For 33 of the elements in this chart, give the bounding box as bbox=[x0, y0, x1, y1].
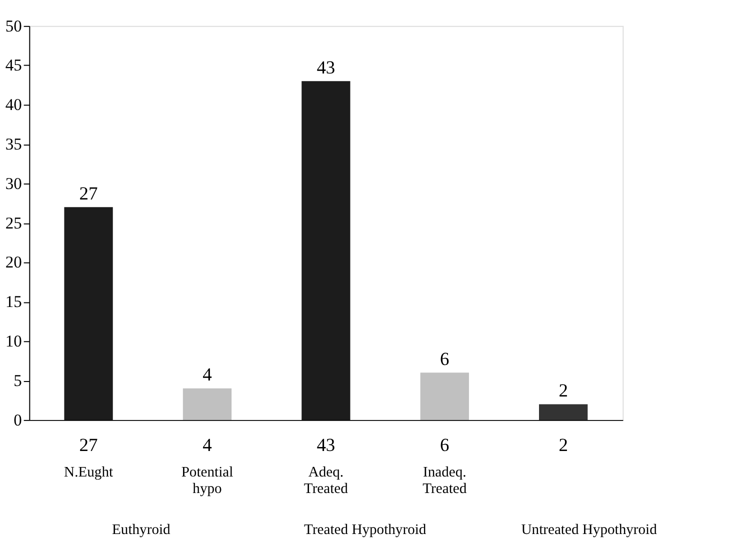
annotation: 2 bbox=[558, 380, 568, 400]
text: Untreated Hypothyroid bbox=[521, 522, 658, 538]
y-tick-label: 0 bbox=[14, 410, 22, 430]
bar bbox=[182, 388, 232, 420]
y-tick-label: 50 bbox=[5, 16, 22, 36]
bar bbox=[539, 404, 588, 420]
annotation: 6 bbox=[440, 348, 450, 369]
annotation: 43 bbox=[316, 57, 336, 78]
data-label: 27 bbox=[79, 435, 98, 456]
y-tick-label: 5 bbox=[14, 370, 22, 390]
data-label: 43 bbox=[316, 435, 336, 456]
x-tick-label: Potential hypo bbox=[181, 464, 234, 497]
y-tick-label: 30 bbox=[5, 174, 22, 193]
annotation: 4 bbox=[202, 364, 212, 385]
y-tick-label: 25 bbox=[5, 213, 22, 232]
annotation: 27 bbox=[79, 183, 98, 204]
data-label: 4 bbox=[202, 435, 212, 456]
y-tick-label: 15 bbox=[5, 292, 22, 312]
x-tick-label: Adeq. Treated bbox=[304, 464, 349, 497]
y-tick-label: 20 bbox=[5, 252, 22, 272]
bar bbox=[64, 207, 113, 420]
y-tick-label: 45 bbox=[5, 56, 22, 75]
data-label: 6 bbox=[440, 435, 450, 456]
bar bbox=[420, 372, 469, 420]
text: Treated Hypothyroid bbox=[304, 522, 427, 538]
x-tick-label: Inadeq. Treated bbox=[422, 464, 468, 497]
text: Euthyroid bbox=[112, 522, 172, 538]
bar bbox=[302, 81, 350, 420]
y-tick-label: 10 bbox=[5, 331, 22, 350]
data-label: 2 bbox=[558, 435, 568, 456]
y-tick-label: 40 bbox=[5, 95, 22, 114]
x-tick-label: N.Eught bbox=[64, 464, 114, 480]
y-tick-label: 35 bbox=[5, 134, 22, 154]
